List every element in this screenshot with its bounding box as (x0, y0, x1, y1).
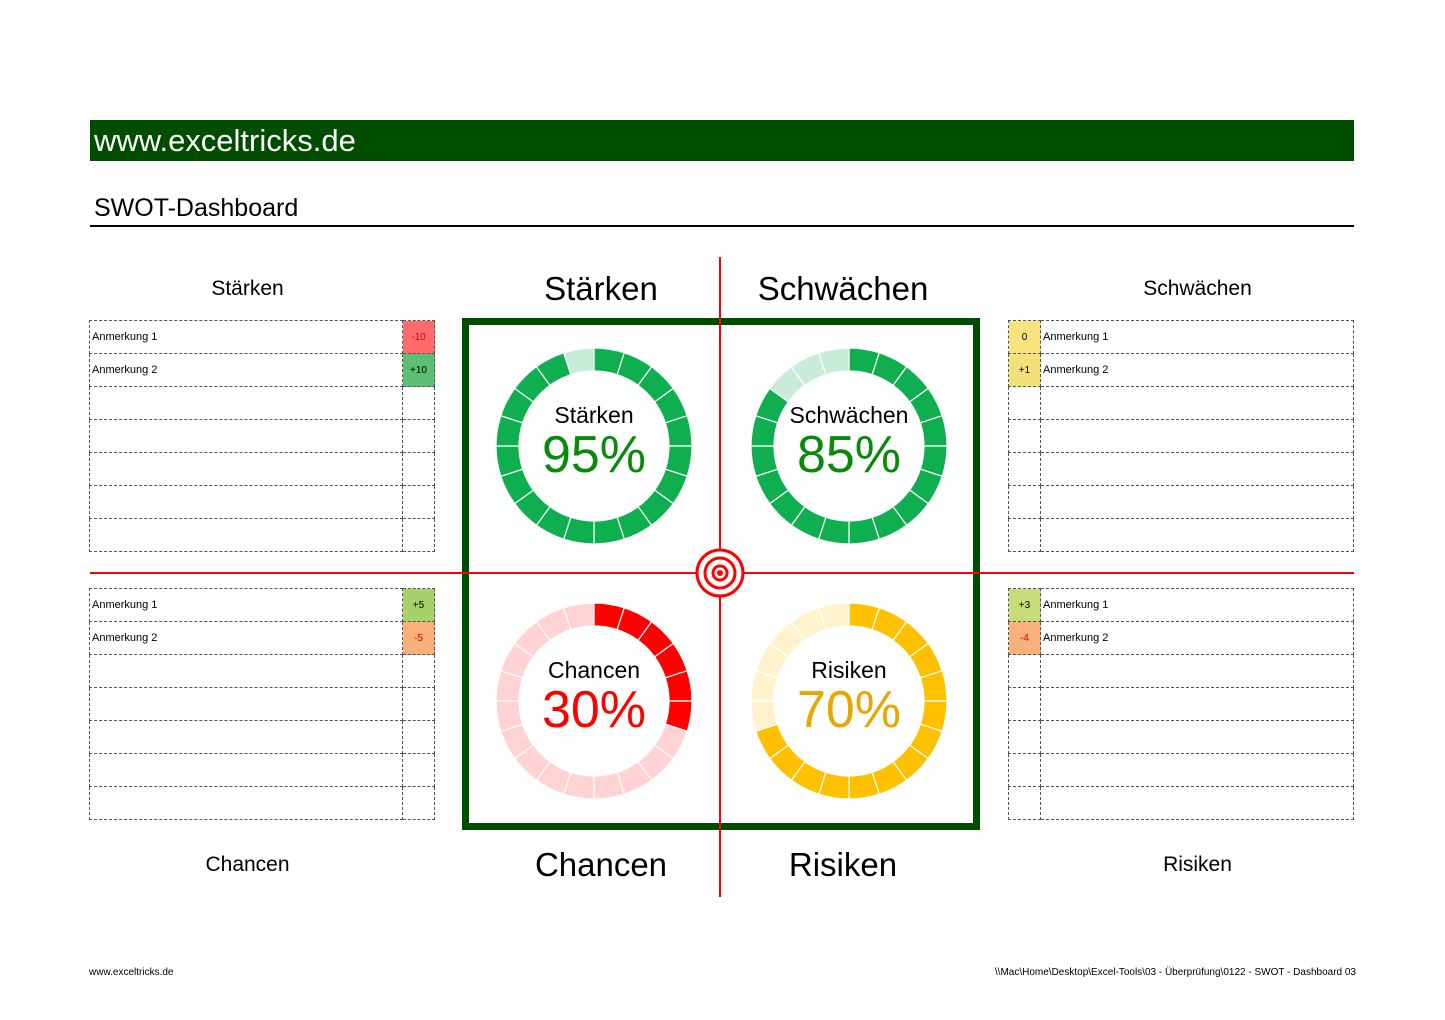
note-cell[interactable]: Anmerkung 2 (1040, 621, 1354, 655)
table-row (1008, 452, 1354, 486)
table-row: Anmerkung 1 -10 (89, 320, 435, 354)
note-cell[interactable] (89, 786, 403, 820)
table-row (89, 419, 435, 453)
score-cell[interactable] (402, 753, 435, 787)
note-cell[interactable] (1040, 518, 1354, 552)
chancen-table-heading: Chancen (205, 853, 290, 876)
quadrant-label-staerken: Stärken (544, 270, 658, 307)
table-row (89, 518, 435, 552)
table-row (1008, 419, 1354, 453)
gauge-label: Risiken (811, 657, 886, 683)
table-row: 0 Anmerkung 1 (1008, 320, 1354, 354)
note-cell[interactable]: Anmerkung 2 (89, 621, 403, 655)
table-row (89, 786, 435, 820)
gauge-value: 30% (542, 681, 646, 739)
score-cell[interactable] (402, 419, 435, 453)
chancen-table: Anmerkung 1 +5 Anmerkung 2 -5 (89, 588, 435, 820)
note-cell[interactable] (1040, 786, 1354, 820)
gauge-segment-empty (562, 602, 595, 631)
staerken-table-heading: Stärken (211, 277, 284, 300)
score-cell[interactable]: -4 (1008, 621, 1041, 655)
gauge-value: 70% (797, 681, 901, 739)
note-cell[interactable]: Anmerkung 1 (89, 320, 403, 354)
score-cell[interactable]: +3 (1008, 588, 1041, 622)
note-cell[interactable] (89, 687, 403, 721)
page-title: SWOT-Dashboard (94, 194, 299, 222)
footer-path: \\Mac\Home\Desktop\Excel-Tools\03 - Über… (994, 967, 1356, 978)
table-row (89, 753, 435, 787)
note-cell[interactable] (89, 386, 403, 420)
score-cell[interactable]: -5 (402, 621, 435, 655)
note-cell[interactable] (89, 518, 403, 552)
risiken-table-heading: Risiken (1163, 853, 1232, 876)
gauge-segment-empty (817, 602, 850, 631)
note-cell[interactable] (1040, 753, 1354, 787)
note-cell[interactable] (1040, 419, 1354, 453)
note-cell[interactable]: Anmerkung 1 (1040, 320, 1354, 354)
gauge-segment-empty (562, 347, 595, 376)
risiken-table: +3 Anmerkung 1 -4 Anmerkung 2 (1008, 588, 1354, 820)
note-cell[interactable] (89, 720, 403, 754)
title-divider (90, 225, 1354, 227)
table-row (89, 720, 435, 754)
table-row (1008, 753, 1354, 787)
score-cell[interactable]: -10 (402, 320, 435, 354)
gauge-label: Chancen (548, 657, 640, 683)
table-row (89, 452, 435, 486)
quadrant-label-schwaechen: Schwächen (757, 270, 929, 307)
score-cell[interactable]: +1 (1008, 353, 1041, 387)
note-cell[interactable] (89, 419, 403, 453)
gauge-value: 85% (797, 426, 901, 484)
note-cell[interactable]: Anmerkung 1 (1040, 588, 1354, 622)
score-cell[interactable]: +10 (402, 353, 435, 387)
crosshair-horizontal (90, 572, 1354, 574)
score-cell[interactable] (402, 786, 435, 820)
gauge-label: Schwächen (790, 402, 909, 428)
site-banner: www.exceltricks.de (90, 120, 1354, 161)
score-cell[interactable] (402, 720, 435, 754)
score-cell[interactable]: +5 (402, 588, 435, 622)
quadrant-label-risiken: Risiken (788, 846, 898, 883)
table-row (1008, 786, 1354, 820)
footer-left: www.exceltricks.de (89, 967, 174, 978)
table-row (1008, 518, 1354, 552)
crosshair-vertical (719, 257, 721, 897)
table-row (89, 687, 435, 721)
score-cell[interactable] (402, 687, 435, 721)
gauge-value: 95% (542, 426, 646, 484)
note-cell[interactable] (89, 753, 403, 787)
table-row: +3 Anmerkung 1 (1008, 588, 1354, 622)
score-cell[interactable] (1008, 753, 1041, 787)
gauge-segment-empty (817, 347, 850, 376)
score-cell[interactable]: 0 (1008, 320, 1041, 354)
note-cell[interactable] (1040, 452, 1354, 486)
schwaechen-table-heading: Schwächen (1143, 277, 1252, 300)
table-row: Anmerkung 2 -5 (89, 621, 435, 655)
staerken-table: Anmerkung 1 -10 Anmerkung 2 +10 (89, 320, 435, 552)
table-row: -4 Anmerkung 2 (1008, 621, 1354, 655)
gauge-label: Stärken (554, 402, 633, 428)
swot-frame (462, 318, 980, 830)
score-cell[interactable] (402, 386, 435, 420)
score-cell[interactable] (402, 518, 435, 552)
score-cell[interactable] (1008, 518, 1041, 552)
quadrant-label-chancen: Chancen (534, 846, 668, 883)
schwaechen-table: 0 Anmerkung 1 +1 Anmerkung 2 (1008, 320, 1354, 552)
score-cell[interactable] (402, 452, 435, 486)
note-cell[interactable] (89, 452, 403, 486)
table-row (89, 386, 435, 420)
